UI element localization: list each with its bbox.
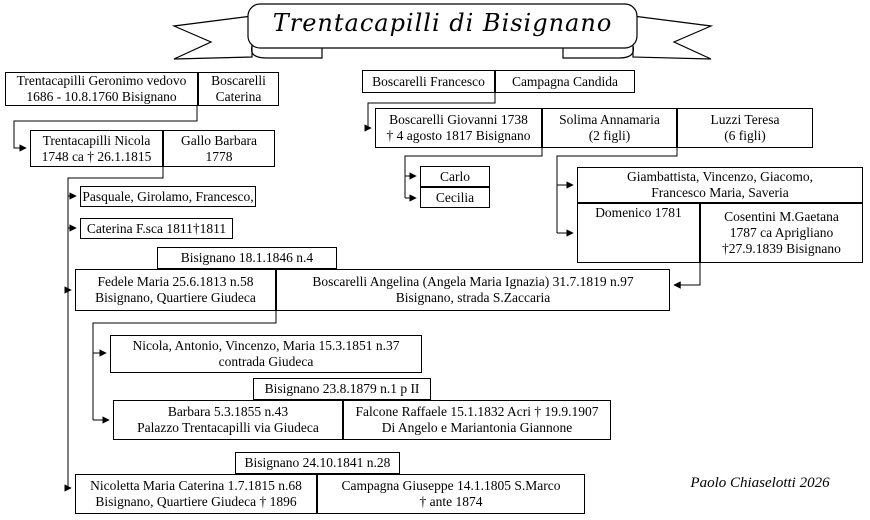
text-line: Bisignano, strada S.Zaccaria [395,290,551,305]
text-line: † ante 1874 [419,494,483,509]
text-line: 1686 - 10.8.1760 Bisignano [26,89,177,104]
box-carlo: Carlo [420,166,490,187]
box-cosentini-mgaetana: Cosentini M.Gaetana 1787 ca Aprigliano †27… [700,203,863,263]
box-domenico: Domenico 1781 [577,203,700,263]
box-pasquale-girolamo-francesco: Pasquale, Girolamo, Francesco, [80,186,256,207]
connector-nicola-descendants-spine [67,167,164,488]
text-line: Domenico 1781 [595,205,682,220]
text-line: Palazzo Trentacapilli via Giudeca [137,420,319,435]
connector-geronimo-to-nicola [13,106,198,152]
connector-luzzi-children-spine [556,148,678,233]
text-line: Bisignano 23.8.1879 n.1 p II [264,381,420,396]
banner-right-tail [632,15,714,60]
box-campagna-giuseppe: Campagna Giuseppe 14.1.1805 S.Marco † ant… [317,474,585,514]
text-line: Bisignano, Quartiere Giudeca † 1896 [95,494,297,509]
text-line: Pasquale, Girolamo, Francesco, [82,188,254,204]
box-boscarelli-angelina: Boscarelli Angelina (Angela Maria Ignazi… [276,269,670,311]
text-line: 1787 ca Aprigliano [729,225,834,240]
banner-scroll-body [247,3,638,49]
text-line: Di Angelo e Mariantonia Giannone [381,420,573,435]
text-line: † 4 agosto 1817 Bisignano [386,128,531,143]
text-line: (2 figli) [588,128,631,143]
text-line: Barbara 5.3.1855 n.43 [167,404,289,419]
text-line: Campagna Giuseppe 14.1.1805 S.Marco [341,478,561,493]
text-line: Solima Annamaria [559,112,660,127]
text-line: Trentacapilli Geronimo vedovo [16,73,187,88]
text-line: Fedele Maria 25.6.1813 n.58 [97,274,254,289]
box-boscarelli-francesco: Boscarelli Francesco [362,70,495,93]
box-caterina-fsca: Caterina F.sca 1811†1811 [80,218,233,239]
box-giambattista-siblings: Giambattista, Vincenzo, Giacomo, Francesc… [577,167,863,203]
text-line: (6 figli) [724,128,766,143]
text-line: Caterina F.sca 1811†1811 [86,220,227,236]
box-gallo-barbara: Gallo Barbara 1778 [163,130,275,167]
text-line: Cosentini M.Gaetana [724,209,839,224]
box-boscarelli-caterina: Boscarelli Caterina [198,72,279,106]
text-line: 1778 [205,148,233,164]
diagram-title: Trentacapilli di Bisignano [272,9,613,37]
text-line: Boscarelli Francesco [372,73,485,89]
text-line: Gallo Barbara [180,132,258,148]
box-trentacapilli-geronimo: Trentacapilli Geronimo vedovo 1686 - 10.8… [5,72,198,106]
box-nicola-antonio-vincenzo-maria: Nicola, Antonio, Vincenzo, Maria 15.3.18… [110,335,422,373]
text-line: Carlo [440,168,470,184]
connector-cosentini-to-angelina [673,263,701,289]
connector-francesco-to-giovanni [364,93,496,132]
text-line: Giambattista, Vincenzo, Giacomo, [626,169,813,184]
box-solima-annamaria: Solima Annamaria (2 figli) [542,108,677,148]
box-marriage-bisignano-1846: Bisignano 18.1.1846 n.4 [157,247,337,269]
text-line: Bisignano 24.10.1841 n.28 [244,455,391,470]
text-line: Boscarelli Angelina (Angela Maria Ignazi… [312,274,634,289]
connector-fedele-descendants-spine [92,311,277,420]
text-line: Bisignano, Quartiere Giudeca [95,290,256,305]
box-trentacapilli-nicola: Trentacapilli Nicola 1748 ca † 26.1.1815 [30,130,163,167]
box-nicoletta-maria-caterina: Nicoletta Maria Caterina 1.7.1815 n.68 Bi… [75,474,317,514]
box-campagna-candida: Campagna Candida [495,70,635,93]
banner-ribbon [171,3,714,60]
box-luzzi-teresa: Luzzi Teresa (6 figli) [677,108,813,148]
text-line: Nicoletta Maria Caterina 1.7.1815 n.68 [90,478,302,493]
text-line: Caterina [215,89,262,104]
text-line: Boscarelli Giovanni 1738 [389,112,528,127]
text-line: contrada Giudeca [218,354,314,369]
text-line: Trentacapilli Nicola [42,132,151,148]
banner-left-curl [250,45,323,59]
text-line: Francesco Maria, Saveria [651,185,789,200]
tree-connectors [13,93,701,492]
text-line: Bisignano 18.1.1846 n.4 [180,250,314,265]
box-marriage-bisignano-1841: Bisignano 24.10.1841 n.28 [235,452,400,474]
box-fedele-maria: Fedele Maria 25.6.1813 n.58 Bisignano, Qu… [75,269,276,311]
author-signature: Paolo Chiaselotti 2026 [690,475,830,491]
box-falcone-raffaele: Falcone Raffaele 15.1.1832 Acri † 19.9.1… [343,400,611,440]
box-marriage-bisignano-1879: Bisignano 23.8.1879 n.1 p II [253,378,431,400]
box-barbara: Barbara 5.3.1855 n.43 Palazzo Trentacapil… [113,400,343,440]
text-line: Luzzi Teresa [710,112,780,127]
box-boscarelli-giovanni: Boscarelli Giovanni 1738 † 4 agosto 1817 … [375,108,542,148]
text-line: Falcone Raffaele 15.1.1832 Acri † 19.9.1… [355,404,599,419]
text-line: 1748 ca † 26.1.1815 [41,148,152,164]
banner-left-tail [171,15,253,60]
text-line: †27.9.1839 Bisignano [722,241,841,256]
box-cecilia: Cecilia [420,187,490,208]
text-line: Nicola, Antonio, Vincenzo, Maria 15.3.18… [132,338,400,353]
text-line: Cecilia [435,189,475,205]
text-line: Boscarelli [211,73,266,88]
text-line: Campagna Candida [511,73,619,89]
banner-right-curl [562,45,635,59]
connector-giovanni-children-spine [404,148,543,198]
